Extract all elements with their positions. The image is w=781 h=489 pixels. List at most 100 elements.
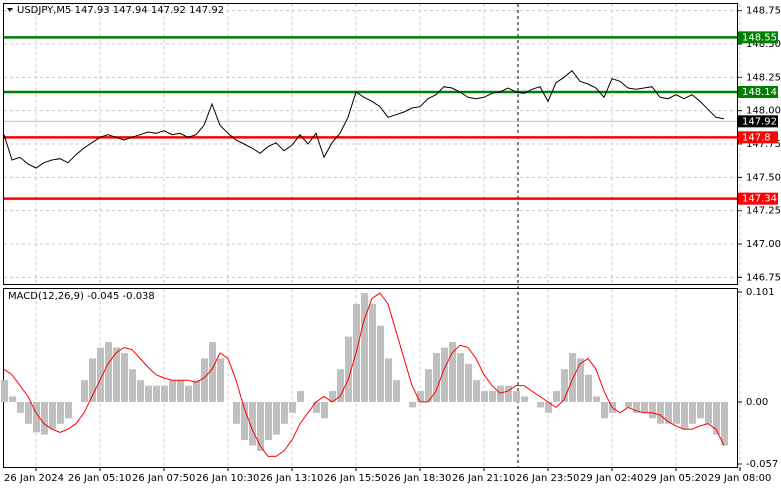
histogram-bar: [593, 396, 600, 402]
histogram-bar: [185, 385, 192, 402]
histogram-bar: [449, 342, 456, 402]
histogram-bar: [41, 401, 48, 435]
histogram-bar: [537, 401, 544, 408]
price-line: [3, 69, 725, 169]
histogram-bar: [257, 401, 264, 451]
histogram-bar: [209, 342, 216, 402]
histogram-bar: [513, 391, 520, 402]
histogram-bar: [681, 401, 688, 430]
y-tick-label: 147.00: [746, 239, 781, 250]
histogram-bar: [345, 336, 352, 402]
level-label-box: [738, 192, 778, 205]
menu-arrow[interactable]: [7, 8, 13, 12]
histogram-bar: [17, 401, 24, 413]
x-tick-label: 26 Jan 21:10: [452, 473, 515, 484]
histogram-bar: [569, 352, 576, 402]
histogram-bar: [281, 401, 288, 424]
histogram-bar: [441, 347, 448, 402]
histogram-bar: [697, 401, 704, 419]
histogram-bar: [153, 385, 160, 402]
histogram-bar: [49, 401, 56, 430]
y-tick-label: 147.25: [746, 206, 781, 217]
histogram-bar: [641, 401, 648, 413]
histogram-bar: [289, 401, 296, 413]
price-title: USDJPY,M5 147.93 147.94 147.92 147.92: [17, 5, 224, 16]
histogram-bar: [25, 401, 32, 424]
histogram-bar: [497, 385, 504, 402]
histogram-bar: [457, 352, 464, 402]
histogram-bar: [217, 358, 224, 402]
histogram-bar: [473, 380, 480, 402]
x-tick-label: 26 Jan 10:30: [196, 473, 259, 484]
x-tick-label: 26 Jan 2024: [4, 473, 64, 484]
histogram-bar: [65, 401, 72, 419]
y-tick-label: 148.25: [746, 72, 781, 83]
x-tick-label: 26 Jan 05:10: [68, 473, 131, 484]
histogram-bar: [169, 380, 176, 402]
x-tick-label: 26 Jan 23:50: [516, 473, 579, 484]
x-tick-label: 29 Jan 02:40: [580, 473, 643, 484]
level-label-box: [738, 86, 778, 98]
histogram-bar: [649, 401, 656, 419]
histogram-bar: [705, 401, 712, 424]
histogram-bar: [273, 401, 280, 435]
x-tick-label: 26 Jan 13:10: [260, 473, 323, 484]
price-panel: [3, 3, 738, 285]
histogram-bar: [161, 385, 168, 402]
histogram-bar: [137, 380, 144, 402]
histogram-bar: [665, 401, 672, 424]
histogram-bar: [1, 380, 8, 402]
y-tick-label: -0.057: [746, 459, 778, 470]
histogram-bar: [249, 401, 256, 446]
histogram-bar: [521, 396, 528, 402]
histogram-bar: [481, 391, 488, 402]
histogram-bar: [57, 401, 64, 424]
histogram-bar: [337, 369, 344, 402]
last-price-box: [738, 115, 778, 128]
x-tick-label: 26 Jan 18:30: [388, 473, 451, 484]
histogram-bar: [89, 358, 96, 402]
histogram-bar: [561, 369, 568, 402]
histogram-bar: [329, 391, 336, 402]
level-label-box: [738, 131, 778, 144]
macd-panel: [3, 288, 738, 468]
histogram-bar: [577, 358, 584, 402]
histogram-bar: [105, 342, 112, 402]
histogram-bar: [201, 358, 208, 402]
histogram-bar: [321, 401, 328, 419]
macd-title: MACD(12,26,9) -0.045 -0.038: [8, 291, 155, 302]
y-tick-label: 148.50: [746, 39, 781, 50]
histogram-bar: [97, 347, 104, 402]
histogram-bar: [713, 401, 720, 435]
histogram-bar: [625, 401, 632, 408]
histogram-bar: [657, 401, 664, 424]
histogram-bar: [489, 391, 496, 402]
histogram-bar: [233, 401, 240, 424]
histogram-bar: [121, 352, 128, 402]
histogram-bar: [313, 401, 320, 413]
histogram-bar: [113, 347, 120, 402]
signal-line: [3, 292, 725, 457]
x-tick-label: 26 Jan 07:50: [132, 473, 195, 484]
histogram-bar: [377, 325, 384, 402]
histogram-bar: [417, 391, 424, 402]
histogram-bar: [129, 369, 136, 402]
histogram-bar: [297, 391, 304, 402]
histogram-bar: [81, 380, 88, 402]
histogram-bar: [425, 369, 432, 402]
histogram-bar: [433, 352, 440, 402]
histogram-bar: [721, 401, 728, 446]
level-label: 148.14: [742, 87, 777, 98]
histogram-bar: [145, 385, 152, 402]
histogram-bar: [9, 396, 16, 402]
histogram-bar: [385, 358, 392, 402]
y-tick-label: 148.00: [746, 106, 781, 117]
histogram-bar: [361, 293, 368, 402]
histogram-bar: [409, 401, 416, 408]
histogram-bar: [177, 380, 184, 402]
histogram-bar: [601, 401, 608, 419]
histogram-bar: [33, 401, 40, 433]
y-tick-label: 147.75: [746, 139, 781, 150]
histogram-bar: [673, 401, 680, 424]
level-label-box: [738, 31, 778, 44]
